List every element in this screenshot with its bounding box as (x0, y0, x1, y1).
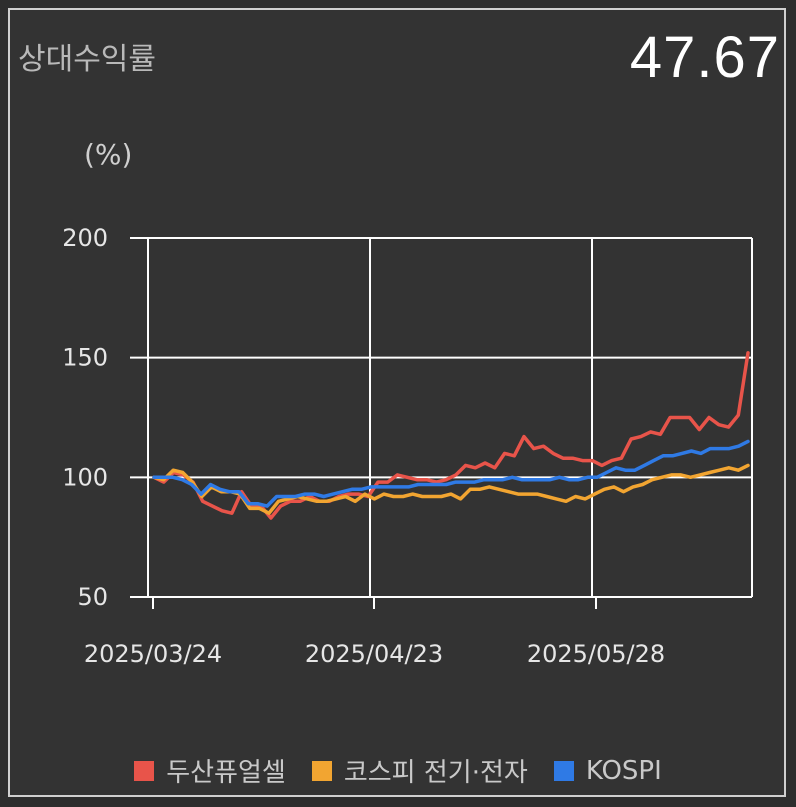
tick-label-x-0: 2025/03/24 (84, 640, 222, 668)
tick-label-y-3: 50 (77, 583, 108, 611)
grid (147, 237, 753, 598)
legend-item-series-1[interactable]: 코스피 전기·전자 (311, 752, 528, 789)
tick-label-x-1: 2025/04/23 (305, 640, 443, 668)
series-lines (152, 351, 750, 520)
axis-ticks: 200 150 100 50 2025/03/24 2025/04/23 2025/05/2… (62, 224, 665, 668)
series-line-1 (152, 463, 750, 515)
chart-title: 상대수익률 (18, 42, 156, 77)
tick-label-y-0: 200 (62, 224, 108, 252)
legend-item-series-2[interactable]: KOSPI (553, 752, 662, 789)
legend-swatch-series-2 (553, 760, 574, 781)
legend-label-series-2: KOSPI (585, 755, 662, 786)
legend: 두산퓨얼셀 코스피 전기·전자 KOSPI (0, 752, 796, 789)
tick-label-y-1: 150 (62, 344, 108, 372)
legend-swatch-series-1 (311, 760, 332, 781)
chart-card (8, 8, 786, 797)
return-value: 47.67 (629, 25, 780, 90)
legend-swatch-series-0 (134, 760, 155, 781)
legend-label-series-0: 두산퓨얼셀 (166, 758, 286, 788)
series-line-0 (152, 351, 750, 520)
tick-label-x-2: 2025/05/28 (527, 640, 665, 668)
legend-item-series-0[interactable]: 두산퓨얼셀 (134, 752, 286, 789)
tick-label-y-2: 100 (62, 463, 108, 491)
series-line-2 (152, 439, 750, 508)
legend-label-series-1: 코스피 전기·전자 (343, 758, 528, 788)
y-axis-unit: (%) (84, 138, 133, 171)
